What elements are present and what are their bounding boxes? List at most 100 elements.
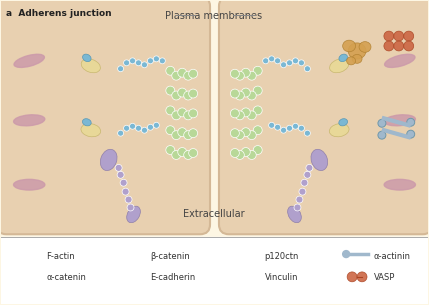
Circle shape	[138, 274, 143, 280]
Circle shape	[269, 122, 275, 128]
Circle shape	[384, 41, 394, 51]
Circle shape	[242, 148, 250, 156]
Circle shape	[184, 111, 193, 120]
Circle shape	[122, 188, 129, 195]
Circle shape	[305, 66, 310, 72]
Circle shape	[172, 151, 181, 160]
Circle shape	[236, 111, 244, 120]
Circle shape	[294, 204, 301, 211]
Circle shape	[118, 274, 124, 280]
Circle shape	[118, 130, 124, 136]
Ellipse shape	[100, 149, 117, 170]
Circle shape	[166, 86, 175, 95]
Text: α-catenin: α-catenin	[46, 273, 86, 282]
Ellipse shape	[82, 119, 91, 126]
Circle shape	[166, 145, 175, 154]
Circle shape	[242, 88, 250, 97]
Text: α-actinin: α-actinin	[374, 252, 411, 260]
Circle shape	[189, 109, 198, 118]
Ellipse shape	[14, 54, 44, 67]
Circle shape	[242, 108, 250, 117]
Ellipse shape	[347, 57, 356, 65]
Circle shape	[233, 252, 237, 257]
Circle shape	[287, 60, 293, 66]
Ellipse shape	[385, 54, 415, 67]
Text: E-cadherin: E-cadherin	[151, 273, 196, 282]
Circle shape	[263, 58, 269, 64]
Ellipse shape	[384, 179, 415, 190]
Ellipse shape	[407, 118, 415, 126]
Ellipse shape	[21, 271, 28, 275]
Circle shape	[130, 250, 135, 255]
Circle shape	[184, 71, 193, 80]
Circle shape	[125, 196, 132, 203]
Circle shape	[296, 196, 303, 203]
Circle shape	[236, 131, 244, 140]
Circle shape	[148, 124, 154, 130]
Circle shape	[184, 151, 193, 160]
Circle shape	[154, 122, 159, 128]
Circle shape	[178, 108, 187, 117]
Circle shape	[240, 254, 245, 259]
Circle shape	[247, 131, 256, 140]
Circle shape	[404, 41, 414, 51]
Circle shape	[126, 253, 131, 259]
Circle shape	[184, 91, 193, 100]
Circle shape	[159, 58, 165, 64]
Circle shape	[124, 125, 130, 131]
Text: F-actin: F-actin	[46, 252, 75, 260]
Circle shape	[275, 124, 281, 130]
Circle shape	[236, 91, 244, 100]
Circle shape	[343, 251, 350, 257]
Ellipse shape	[311, 149, 328, 170]
Circle shape	[166, 106, 175, 115]
Circle shape	[253, 126, 262, 135]
Circle shape	[306, 164, 313, 171]
Circle shape	[120, 179, 127, 186]
Circle shape	[357, 272, 367, 282]
Circle shape	[142, 62, 148, 68]
Ellipse shape	[22, 272, 38, 282]
Circle shape	[166, 66, 175, 75]
Circle shape	[304, 171, 311, 178]
Text: VASP: VASP	[374, 273, 396, 282]
Circle shape	[253, 86, 262, 95]
Circle shape	[115, 164, 122, 171]
Circle shape	[118, 66, 124, 72]
Ellipse shape	[384, 115, 415, 126]
Circle shape	[236, 151, 244, 160]
Circle shape	[242, 68, 250, 77]
Circle shape	[127, 274, 133, 280]
FancyBboxPatch shape	[0, 0, 210, 234]
Circle shape	[247, 111, 256, 120]
Circle shape	[247, 151, 256, 160]
Circle shape	[154, 56, 159, 62]
Circle shape	[117, 171, 124, 178]
Circle shape	[172, 131, 181, 140]
Circle shape	[247, 71, 256, 80]
Circle shape	[293, 123, 299, 129]
Ellipse shape	[378, 119, 386, 127]
Ellipse shape	[352, 54, 362, 63]
Text: p120ctn: p120ctn	[265, 252, 299, 260]
Ellipse shape	[19, 250, 41, 258]
Circle shape	[287, 125, 293, 131]
Circle shape	[247, 91, 256, 100]
Circle shape	[133, 274, 139, 280]
Circle shape	[236, 254, 242, 259]
FancyBboxPatch shape	[219, 0, 429, 234]
Circle shape	[230, 129, 239, 138]
Circle shape	[189, 149, 198, 157]
Circle shape	[230, 149, 239, 157]
Ellipse shape	[81, 124, 101, 137]
Circle shape	[242, 128, 250, 137]
Ellipse shape	[242, 271, 248, 277]
Ellipse shape	[288, 206, 301, 223]
Circle shape	[148, 58, 154, 64]
Ellipse shape	[250, 272, 256, 278]
Ellipse shape	[244, 273, 253, 281]
Circle shape	[178, 88, 187, 97]
Ellipse shape	[329, 124, 349, 137]
Circle shape	[404, 31, 414, 41]
Circle shape	[166, 126, 175, 135]
